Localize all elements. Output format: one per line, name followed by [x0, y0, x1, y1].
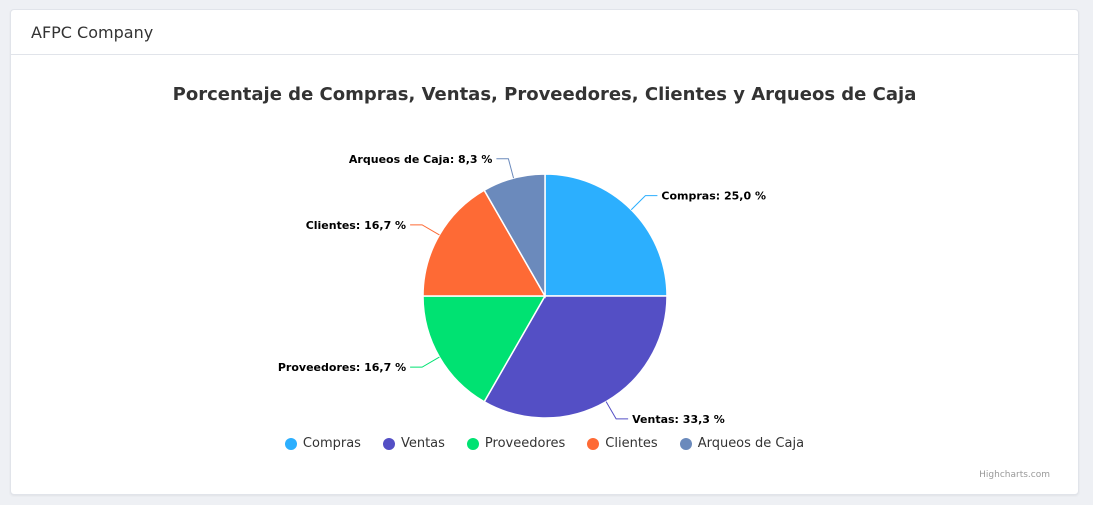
data-label-clientes: Clientes: 16,7 % — [306, 219, 406, 232]
data-label-compras: Compras: 25,0 % — [661, 190, 766, 203]
legend-item-proveedores[interactable]: Proveedores — [466, 436, 566, 451]
legend-dot-icon — [382, 437, 395, 450]
data-label-arqueos-de-caja: Arqueos de Caja: 8,3 % — [349, 153, 492, 166]
card-header: AFPC Company — [11, 10, 1078, 55]
legend-item-ventas[interactable]: Ventas — [382, 436, 445, 451]
pie-slice-compras[interactable] — [544, 173, 668, 297]
legend-item-clientes[interactable]: Clientes — [587, 436, 658, 451]
legend-label: Proveedores — [484, 436, 566, 451]
connector-proveedores — [410, 356, 440, 368]
legend-label: Ventas — [400, 436, 445, 451]
legend-dot-icon — [466, 437, 479, 450]
data-label-proveedores: Proveedores: 16,7 % — [278, 361, 406, 374]
card-title: AFPC Company — [31, 22, 154, 42]
legend-dot-icon — [284, 437, 297, 450]
legend-dot-icon — [587, 437, 600, 450]
pie-slice-arqueos-de-caja[interactable] — [483, 173, 546, 299]
connector-arqueos-de-caja — [496, 158, 515, 179]
chart-area: Compras: 25,0 % Ventas: 33,3 % Proveedores… — [11, 56, 1078, 494]
legend-item-compras[interactable]: Compras — [284, 436, 361, 451]
chart-card: AFPC Company Compras: 25,0 % Ventas: 33,3… — [10, 9, 1079, 495]
chart-legend: Compras Ventas Proveedores Clientes Arqueos … — [11, 436, 1078, 451]
legend-dot-icon — [679, 437, 692, 450]
credits-link[interactable]: Highcharts.com — [979, 470, 1050, 480]
pie-chart: Compras: 25,0 % Ventas: 33,3 % Proveedores… — [278, 153, 766, 426]
data-label-ventas: Ventas: 33,3 % — [632, 413, 725, 426]
legend-label: Arqueos de Caja — [697, 436, 805, 451]
legend-label: Compras — [302, 436, 361, 451]
connector-clientes — [410, 224, 440, 236]
connector-compras — [630, 195, 658, 211]
legend-label: Clientes — [605, 436, 658, 451]
chart-title: Porcentaje de Compras, Ventas, Proveedor… — [172, 84, 917, 105]
connector-ventas — [605, 401, 629, 420]
legend-item-arqueos-de-caja[interactable]: Arqueos de Caja — [679, 436, 805, 451]
